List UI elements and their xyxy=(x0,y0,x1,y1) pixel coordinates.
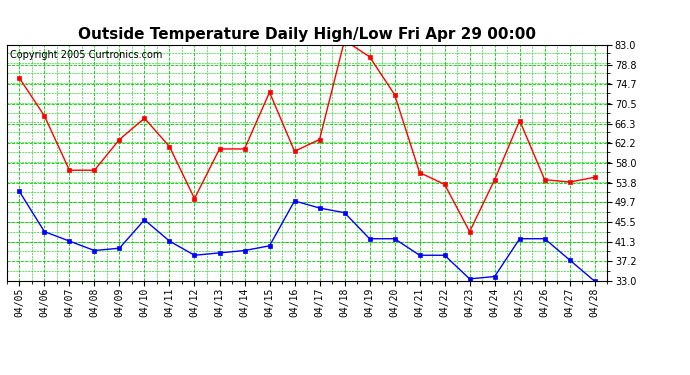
Title: Outside Temperature Daily High/Low Fri Apr 29 00:00: Outside Temperature Daily High/Low Fri A… xyxy=(78,27,536,42)
Text: Copyright 2005 Curtronics.com: Copyright 2005 Curtronics.com xyxy=(10,50,162,60)
